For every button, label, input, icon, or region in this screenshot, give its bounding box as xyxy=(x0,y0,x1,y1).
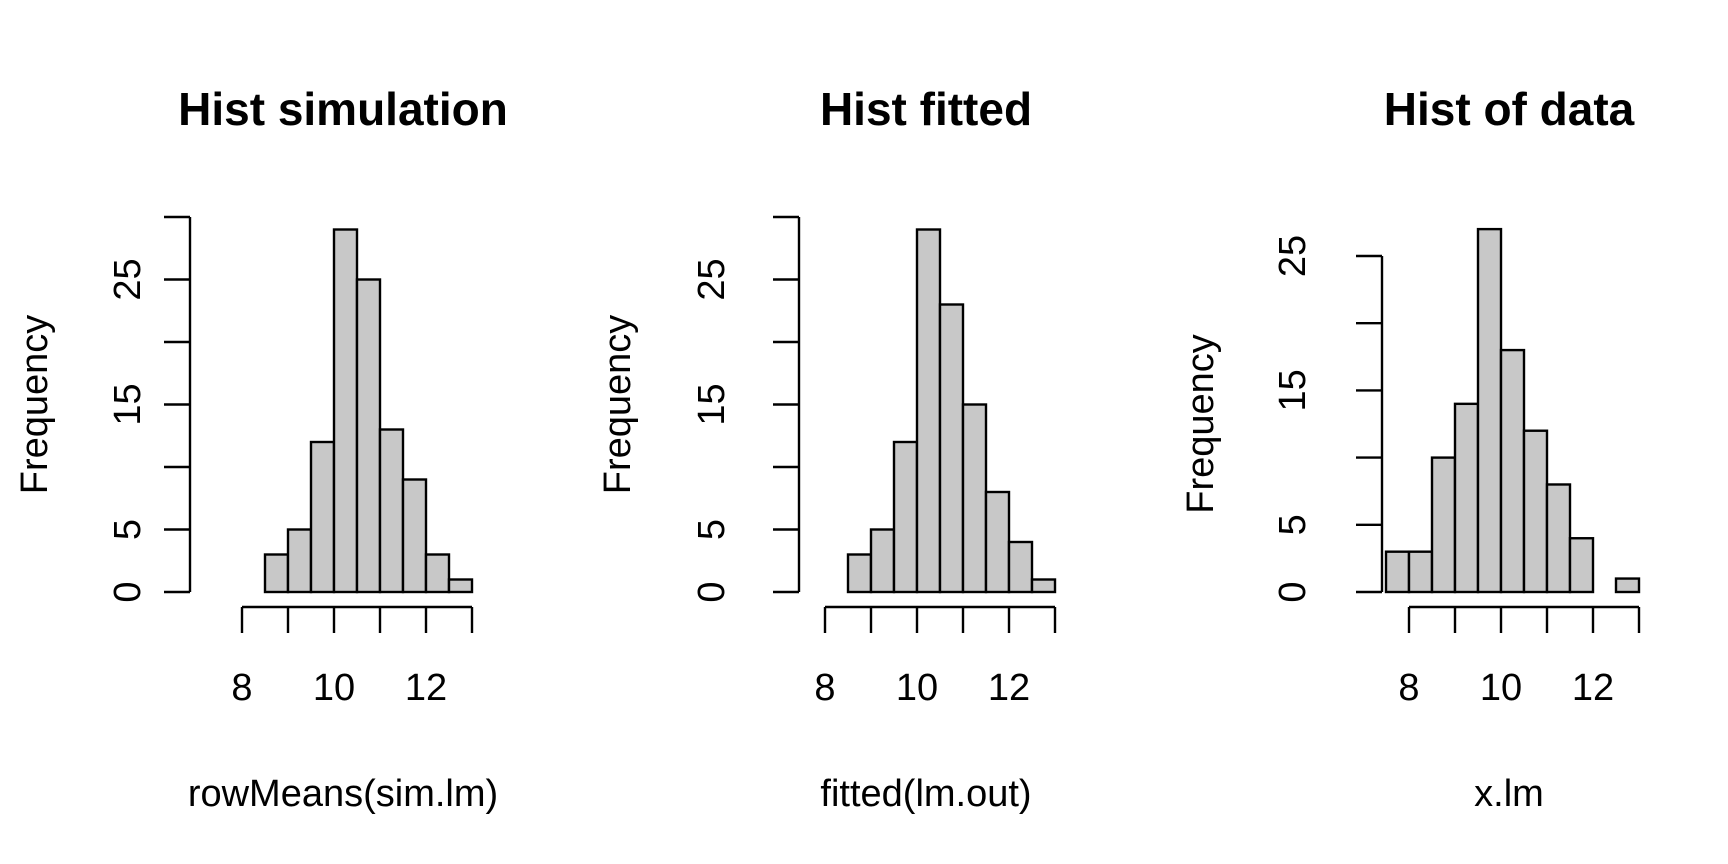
y-tick-label: 0 xyxy=(691,581,733,602)
histogram-bar xyxy=(1614,577,1641,594)
histogram-bar xyxy=(1499,348,1526,594)
histogram-bar xyxy=(984,490,1011,594)
y-tick-label: 0 xyxy=(1272,581,1314,602)
y-tick-label: 25 xyxy=(1272,235,1314,277)
panel-hist-of-data: Hist of data x.lm Frequency 0 5 15 25 8 10 12 xyxy=(1180,83,1641,815)
histogram-bar xyxy=(1407,550,1434,594)
x-tick-label: 8 xyxy=(814,667,835,709)
y-tick-label: 15 xyxy=(107,383,149,425)
x-tick-label: 12 xyxy=(988,667,1030,709)
x-axis: 8 10 12 xyxy=(814,605,1057,709)
histogram-bar xyxy=(869,528,896,594)
histogram-bar xyxy=(1030,578,1057,594)
y-tick-label: 5 xyxy=(691,519,733,540)
y-tick-label: 5 xyxy=(1272,514,1314,535)
bars xyxy=(846,228,1057,594)
histogram-bar xyxy=(286,528,313,594)
x-axis-label: x.lm xyxy=(1474,773,1544,815)
histogram-bar xyxy=(263,553,290,594)
histogram-bar xyxy=(961,403,988,594)
histogram-bar xyxy=(309,440,336,594)
histogram-bar xyxy=(447,578,474,594)
x-tick-label: 10 xyxy=(313,667,355,709)
y-tick-label: 0 xyxy=(107,581,149,602)
y-axis: 0 5 15 25 xyxy=(691,215,801,603)
histogram-bar xyxy=(424,553,451,594)
x-tick-label: 10 xyxy=(896,667,938,709)
histogram-bar xyxy=(401,478,428,594)
x-tick-label: 8 xyxy=(231,667,252,709)
histogram-bar xyxy=(1430,456,1457,594)
histogram-bar xyxy=(938,303,965,594)
histogram-bar xyxy=(846,553,873,594)
chart-title: Hist fitted xyxy=(820,83,1032,135)
histogram-bar xyxy=(892,440,919,594)
histogram-bar xyxy=(1522,429,1549,594)
histogram-bar xyxy=(915,228,942,594)
chart-title: Hist simulation xyxy=(178,83,508,135)
x-axis: 8 10 12 xyxy=(231,605,474,709)
histogram-bar xyxy=(355,278,382,594)
chart-title: Hist of data xyxy=(1384,83,1635,135)
y-tick-label: 25 xyxy=(107,258,149,300)
y-tick-label: 25 xyxy=(691,258,733,300)
y-axis-label: Frequency xyxy=(14,315,56,495)
x-axis: 8 10 12 xyxy=(1398,605,1641,709)
y-tick-label: 15 xyxy=(1272,369,1314,411)
y-tick-label: 5 xyxy=(107,519,149,540)
x-tick-label: 12 xyxy=(405,667,447,709)
histogram-bar xyxy=(1568,537,1595,594)
histogram-bar xyxy=(1384,550,1411,594)
x-tick-label: 10 xyxy=(1480,667,1522,709)
y-axis-label: Frequency xyxy=(1180,334,1222,514)
y-axis: 0 5 15 25 xyxy=(107,215,192,603)
y-axis: 0 5 15 25 xyxy=(1272,235,1384,603)
bars xyxy=(1384,227,1641,594)
histogram-bar xyxy=(378,428,405,594)
histogram-bar xyxy=(332,228,359,594)
y-axis-label: Frequency xyxy=(597,315,639,495)
histogram-bar xyxy=(1545,483,1572,594)
x-tick-label: 12 xyxy=(1572,667,1614,709)
histogram-bar xyxy=(1007,540,1034,594)
x-axis-label: fitted(lm.out) xyxy=(820,773,1031,815)
x-tick-label: 8 xyxy=(1398,667,1419,709)
panel-hist-simulation: Hist simulation rowMeans(sim.lm) Frequen… xyxy=(14,83,508,815)
x-axis-label: rowMeans(sim.lm) xyxy=(188,773,498,815)
histogram-bar xyxy=(1476,227,1503,594)
bars xyxy=(263,228,474,594)
y-tick-label: 15 xyxy=(691,383,733,425)
panel-hist-fitted: Hist fitted fitted(lm.out) Frequency 0 5 1… xyxy=(597,83,1057,815)
histogram-bar xyxy=(1453,402,1480,594)
